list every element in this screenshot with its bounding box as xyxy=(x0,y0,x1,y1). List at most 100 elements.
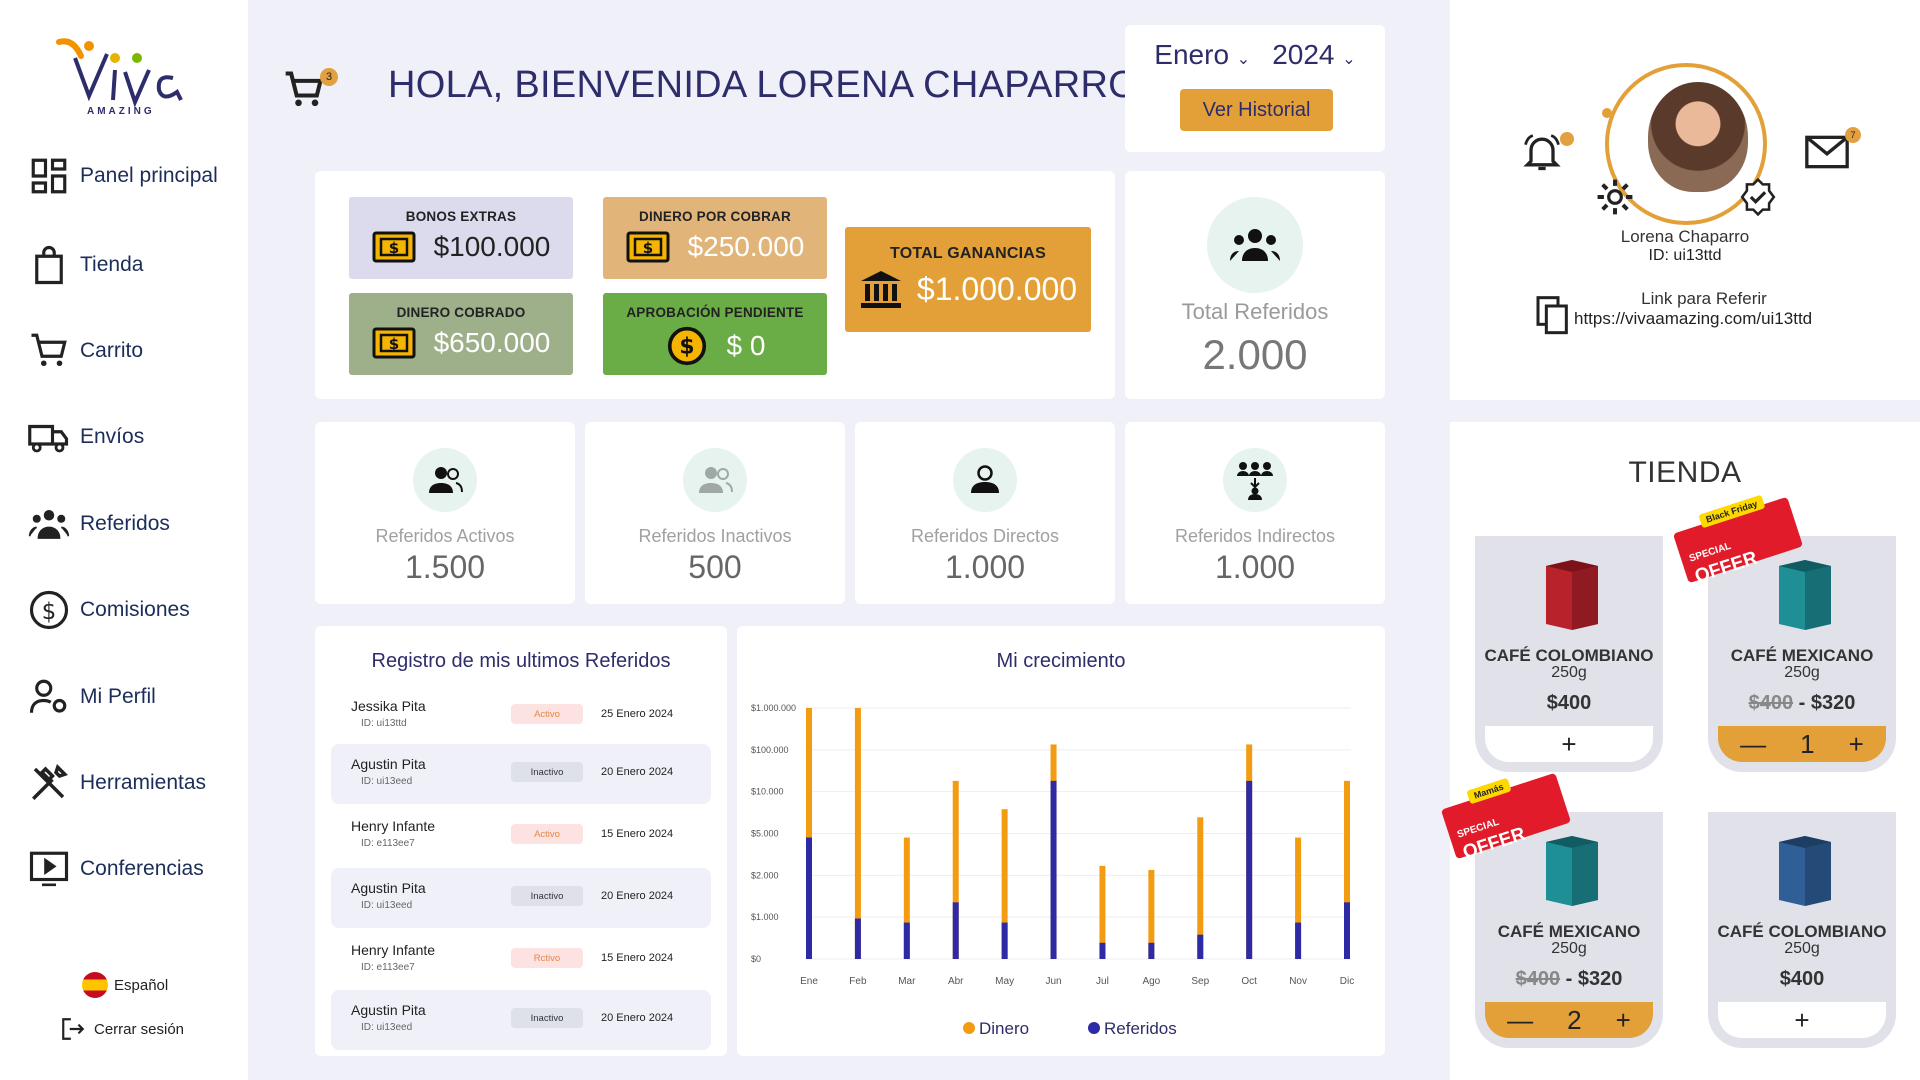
referidos-indirectos-card: Referidos Indirectos 1.000 xyxy=(1125,422,1385,604)
sidebar-item-tienda[interactable]: Tienda xyxy=(28,240,143,290)
language-selector[interactable]: Español xyxy=(82,972,168,998)
bar-dinero xyxy=(1001,809,1008,959)
user-icon xyxy=(971,465,999,493)
card-value: 1.000 xyxy=(944,549,1026,585)
table-row[interactable]: Agustin Pita ID: ui13eed Inactivo 20 Ene… xyxy=(331,868,711,928)
gear-icon xyxy=(1597,179,1633,215)
y-tick-label: $1.000.000 xyxy=(751,703,796,713)
dollar-circle-icon: $ xyxy=(29,590,69,630)
table-row[interactable]: Agustin Pita ID: ui13eed Inactivo 20 Ene… xyxy=(331,744,711,804)
referidos-icon-wrap xyxy=(1207,197,1303,293)
plus-icon[interactable]: + xyxy=(1794,1004,1810,1035)
product-card[interactable]: CAFÉ MEXICANO 250g $400 - $320 — 2 + xyxy=(1475,812,1663,1048)
product-image xyxy=(1546,560,1598,630)
header-cart-button[interactable]: 3 xyxy=(282,68,338,120)
plus-icon[interactable]: + xyxy=(1848,728,1864,759)
year-select[interactable]: 2024 ⌄ xyxy=(1272,39,1355,71)
icon-wrap xyxy=(413,448,477,512)
sidebar-item-label: Tienda xyxy=(80,253,144,276)
bar-referidos xyxy=(1246,780,1253,959)
dashboard-icon xyxy=(31,158,67,194)
bar-referidos xyxy=(854,918,861,959)
sidebar-item-label: Conferencias xyxy=(80,857,204,880)
status-badge: Rctivo xyxy=(511,948,583,968)
y-tick-label: $10.000 xyxy=(751,787,784,797)
row-id: ID: ui13eed xyxy=(361,776,413,787)
logout-icon xyxy=(62,1018,85,1040)
table-row[interactable]: Henry Infante ID: e113ee7 Activo 15 Ener… xyxy=(331,806,711,866)
table-row[interactable]: Henry Infante ID: e113ee7 Rctivo 15 Ener… xyxy=(331,930,711,990)
sidebar-item-envios[interactable]: Envíos xyxy=(28,412,144,462)
sidebar-item-label: Carrito xyxy=(80,339,144,362)
product-card[interactable]: CAFÉ COLOMBIANO 250g $400 + xyxy=(1708,812,1896,1048)
minus-icon[interactable]: — xyxy=(1507,1004,1534,1035)
bar-referidos xyxy=(806,837,812,959)
row-id: ID: ui13eed xyxy=(361,900,413,911)
sidebar-item-conferencias[interactable]: Conferencias xyxy=(28,844,204,894)
copy-icon xyxy=(1536,296,1568,335)
product-card[interactable]: CAFÉ MEXICANO 250g $400 - $320 — 1 + xyxy=(1708,536,1896,772)
tile-bonos: BONOS EXTRAS $ $100.000 xyxy=(349,197,573,279)
product-image xyxy=(1779,560,1831,630)
row-id: ID: ui13ttd xyxy=(361,718,407,729)
card-label: Referidos Directos xyxy=(910,526,1060,546)
y-tick-label: $0 xyxy=(751,954,761,964)
product-card[interactable]: CAFÉ COLOMBIANO 250g $400 + xyxy=(1475,536,1663,772)
add-to-cart-button[interactable]: + xyxy=(1718,1002,1886,1038)
period-card: Enero ⌄ 2024 ⌄ Ver Historial xyxy=(1125,25,1385,152)
sidebar-item-herramientas[interactable]: Herramientas xyxy=(28,758,206,808)
page-title: HOLA, BIENVENIDA LORENA CHAPARRO xyxy=(388,64,1139,106)
bar-referidos xyxy=(903,922,910,959)
product-price: $400 xyxy=(1475,692,1663,715)
sidebar-item-carrito[interactable]: Carrito xyxy=(28,326,143,376)
history-button[interactable]: Ver Historial xyxy=(1180,89,1333,131)
row-date: 20 Enero 2024 xyxy=(601,1012,674,1024)
plus-icon[interactable]: + xyxy=(1615,1004,1631,1035)
messages-button[interactable]: 7 xyxy=(1805,127,1861,174)
y-tick-label: $2.000 xyxy=(751,870,779,880)
quantity-value: 2 xyxy=(1567,1004,1582,1035)
quantity-stepper[interactable]: — 2 + xyxy=(1485,1002,1653,1038)
profile-settings-button[interactable] xyxy=(1596,178,1634,221)
price-value: $320 xyxy=(1577,968,1623,990)
add-to-cart-button[interactable]: + xyxy=(1485,726,1653,762)
plus-icon[interactable]: + xyxy=(1561,728,1577,759)
sidebar-item-comisiones[interactable]: $ Comisiones xyxy=(28,585,190,635)
minus-icon[interactable]: — xyxy=(1740,728,1767,759)
sidebar-item-mi-perfil[interactable]: Mi Perfil xyxy=(28,672,156,722)
table-row[interactable]: Agustin Pita ID: ui13eed Inactivo 20 Ene… xyxy=(331,990,711,1050)
status-badge: Activo xyxy=(511,824,583,844)
x-tick-label: Jul xyxy=(1096,976,1109,987)
referidos-registry-card: Registro de mis ultimos Referidos Jessik… xyxy=(315,626,727,1056)
chevron-down-icon: ⌄ xyxy=(1236,51,1251,68)
card-label: Referidos Activos xyxy=(375,526,515,546)
month-select[interactable]: Enero ⌄ xyxy=(1154,39,1250,71)
bar-referidos xyxy=(1099,942,1106,959)
avatar[interactable] xyxy=(1648,82,1748,192)
notifications-button[interactable] xyxy=(1520,130,1574,179)
logout-button[interactable]: Cerrar sesión xyxy=(60,1016,184,1042)
svg-text:$: $ xyxy=(388,239,398,257)
bar-dinero xyxy=(1344,780,1350,959)
users-inactive-icon xyxy=(699,467,733,493)
icon-wrap xyxy=(683,448,747,512)
video-play-icon xyxy=(29,851,69,887)
shopping-bag-icon xyxy=(35,246,63,285)
row-name: Henry Infante xyxy=(351,942,436,958)
bar-dinero xyxy=(1099,865,1106,959)
copy-link-button[interactable] xyxy=(1536,296,1570,341)
quantity-stepper[interactable]: — 1 + xyxy=(1718,726,1886,762)
tile-label: DINERO COBRADO xyxy=(396,305,526,320)
row-date: 25 Enero 2024 xyxy=(601,708,674,720)
card-value: 500 xyxy=(688,549,742,585)
row-name: Agustin Pita xyxy=(351,880,426,896)
row-id: ID: ui13eed xyxy=(361,1022,413,1033)
sidebar-item-panel[interactable]: Panel principal xyxy=(28,151,218,201)
product-name: CAFÉ COLOMBIANO xyxy=(1484,646,1654,665)
cart-count-badge: 3 xyxy=(320,68,338,86)
price-value: $320 xyxy=(1810,692,1856,714)
spain-flag-icon xyxy=(82,972,108,998)
sidebar-item-referidos[interactable]: Referidos xyxy=(28,499,170,549)
table-row[interactable]: Jessika Pita ID: ui13ttd Activo 25 Enero… xyxy=(331,686,711,746)
referral-link[interactable]: https://vivaamazing.com/ui13ttd xyxy=(1574,309,1813,328)
